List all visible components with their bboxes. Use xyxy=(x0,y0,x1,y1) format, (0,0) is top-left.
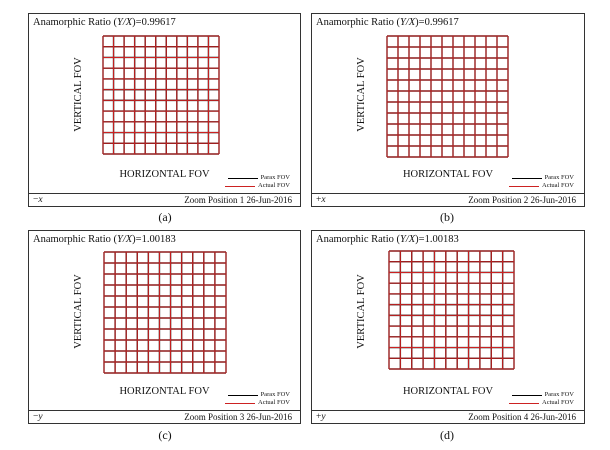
panel-title: Anamorphic Ratio (Y/X)=1.00183 xyxy=(33,234,176,245)
vertical-axis-label: VERTICAL FOV xyxy=(72,274,84,349)
horizontal-axis-label: HORIZONTAL FOV xyxy=(119,386,210,397)
legend-paraxial: Parax FOV xyxy=(509,174,574,182)
panel-footer: −x Zoom Position 1 26-Jun-2016 xyxy=(29,193,300,206)
horizontal-axis-label: HORIZONTAL FOV xyxy=(402,169,494,180)
field-axis-id: −x xyxy=(33,195,43,205)
panel-title: Anamorphic Ratio (Y/X)=1.00183 xyxy=(316,234,459,245)
panel-b: Anamorphic Ratio (Y/X)=0.99617 VERTICAL … xyxy=(311,13,585,207)
caption-c: (c) xyxy=(158,428,172,442)
zoom-position: Zoom Position 4 26-Jun-2016 xyxy=(468,412,576,422)
legend-actual: Actual FOV xyxy=(509,399,574,407)
horizontal-axis-label: HORIZONTAL FOV xyxy=(402,386,494,397)
field-axis-id: −y xyxy=(33,412,43,422)
distortion-grid xyxy=(102,35,220,155)
distortion-grid xyxy=(386,35,509,158)
legend-paraxial: Parax FOV xyxy=(225,391,290,399)
legend-actual: Actual FOV xyxy=(509,182,574,190)
legend-actual: Actual FOV xyxy=(225,399,290,407)
caption-a: (a) xyxy=(158,210,172,224)
panel-footer: −y Zoom Position 3 26-Jun-2016 xyxy=(29,410,300,423)
panel-a: Anamorphic Ratio (Y/X)=0.99617 VERTICAL … xyxy=(28,13,301,207)
legend-paraxial: Parax FOV xyxy=(509,391,574,399)
zoom-position: Zoom Position 2 26-Jun-2016 xyxy=(468,195,576,205)
legend: Parax FOV Actual FOV xyxy=(509,174,574,190)
caption-b: (b) xyxy=(440,210,454,224)
panel-title: Anamorphic Ratio (Y/X)=0.99617 xyxy=(33,17,176,28)
distortion-grid xyxy=(388,250,515,370)
distortion-grid xyxy=(103,251,227,374)
vertical-axis-label: VERTICAL FOV xyxy=(355,274,367,349)
panel-title: Anamorphic Ratio (Y/X)=0.99617 xyxy=(316,17,459,28)
legend: Parax FOV Actual FOV xyxy=(225,391,290,407)
legend: Parax FOV Actual FOV xyxy=(509,391,574,407)
caption-d: (d) xyxy=(440,428,454,442)
legend: Parax FOV Actual FOV xyxy=(225,174,290,190)
vertical-axis-label: VERTICAL FOV xyxy=(355,57,367,132)
horizontal-axis-label: HORIZONTAL FOV xyxy=(119,169,210,180)
panel-footer: +x Zoom Position 2 26-Jun-2016 xyxy=(312,193,584,206)
field-axis-id: +y xyxy=(316,412,326,422)
field-axis-id: +x xyxy=(316,195,326,205)
panel-c: Anamorphic Ratio (Y/X)=1.00183 VERTICAL … xyxy=(28,230,301,424)
panel-d: Anamorphic Ratio (Y/X)=1.00183 VERTICAL … xyxy=(311,230,585,424)
vertical-axis-label: VERTICAL FOV xyxy=(72,57,84,132)
zoom-position: Zoom Position 1 26-Jun-2016 xyxy=(184,195,292,205)
legend-paraxial: Parax FOV xyxy=(225,174,290,182)
panel-footer: +y Zoom Position 4 26-Jun-2016 xyxy=(312,410,584,423)
zoom-position: Zoom Position 3 26-Jun-2016 xyxy=(184,412,292,422)
legend-actual: Actual FOV xyxy=(225,182,290,190)
